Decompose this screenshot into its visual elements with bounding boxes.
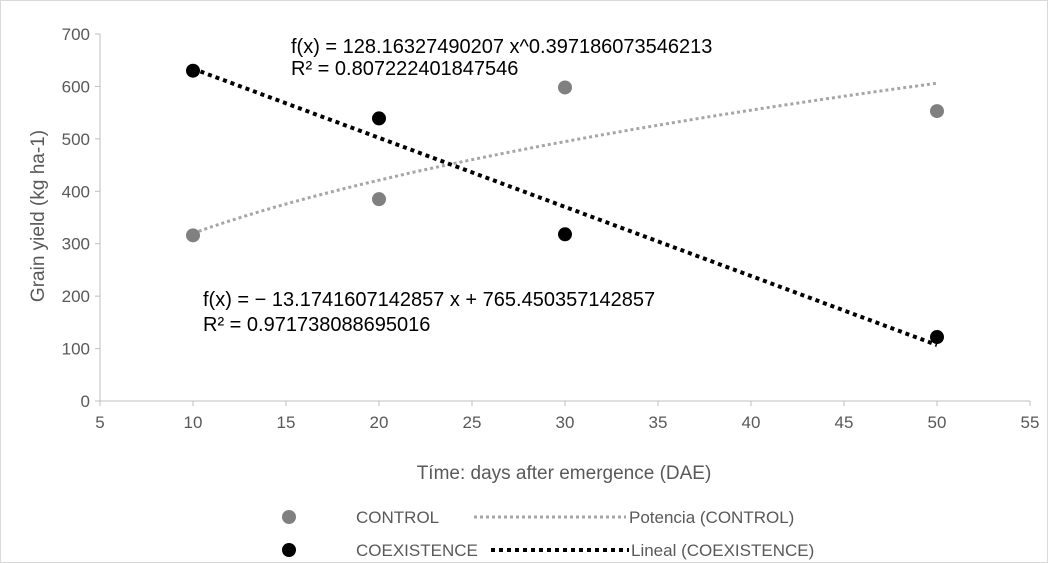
coexistence-point [558, 227, 572, 242]
legend-label-lineal-coexistence: Lineal (COEXISTENCE) [631, 541, 814, 560]
legend: CONTROL Potencia (CONTROL) COEXISTENCE L… [282, 508, 814, 560]
control-point [186, 228, 200, 243]
y-tick-label: 0 [81, 392, 90, 411]
y-tick-label: 700 [62, 25, 90, 44]
control-point [372, 192, 386, 207]
y-tick-label: 100 [62, 340, 90, 359]
legend-label-control: CONTROL [356, 508, 439, 527]
x-tick-label: 40 [742, 413, 761, 432]
x-tick-label: 30 [556, 413, 575, 432]
y-tick-label: 300 [62, 235, 90, 254]
legend-label-coexistence: COEXISTENCE [356, 541, 478, 560]
axes: 0 100 200 300 400 500 600 700 5 10 15 20 25 30 35 40 45 5… [62, 25, 1040, 432]
y-tick-label: 600 [62, 77, 90, 96]
coexistence-r2-label: R² = 0.971738088695016 [203, 314, 430, 336]
coexistence-point [930, 330, 944, 345]
legend-marker-coexistence [282, 543, 296, 557]
x-tick-label: 15 [277, 413, 296, 432]
y-tick-label: 400 [62, 182, 90, 201]
y-tick-label: 500 [62, 130, 90, 149]
annotations: f(x) = 128.16327490207 x^0.3971860735462… [203, 36, 712, 336]
x-tick-label: 10 [184, 413, 203, 432]
trendline-potencia-control [192, 81, 938, 235]
legend-marker-control [282, 510, 296, 524]
control-equation-label: f(x) = 128.16327490207 x^0.3971860735462… [291, 36, 712, 58]
x-tick-label: 55 [1021, 413, 1040, 432]
x-axis-title: Tíme: days after emergence (DAE) [417, 463, 712, 484]
x-tick-label: 50 [928, 413, 947, 432]
x-tick-label: 45 [835, 413, 854, 432]
legend-label-potencia-control: Potencia (CONTROL) [629, 508, 794, 527]
data-points [186, 63, 944, 345]
control-r2-label: R² = 0.807222401847546 [291, 58, 518, 80]
coexistence-point [372, 111, 386, 126]
control-point [930, 104, 944, 119]
x-tick-label: 25 [463, 413, 482, 432]
x-tick-label: 5 [95, 413, 104, 432]
x-tick-label: 20 [370, 413, 389, 432]
control-point [558, 80, 572, 95]
coexistence-equation-label: f(x) = − 13.1741607142857 x + 765.450357… [203, 289, 655, 311]
coexistence-point [186, 63, 200, 78]
y-axis-title: Grain yield (kg ha-1) [28, 130, 49, 302]
y-tick-label: 200 [62, 287, 90, 306]
x-tick-label: 35 [649, 413, 668, 432]
